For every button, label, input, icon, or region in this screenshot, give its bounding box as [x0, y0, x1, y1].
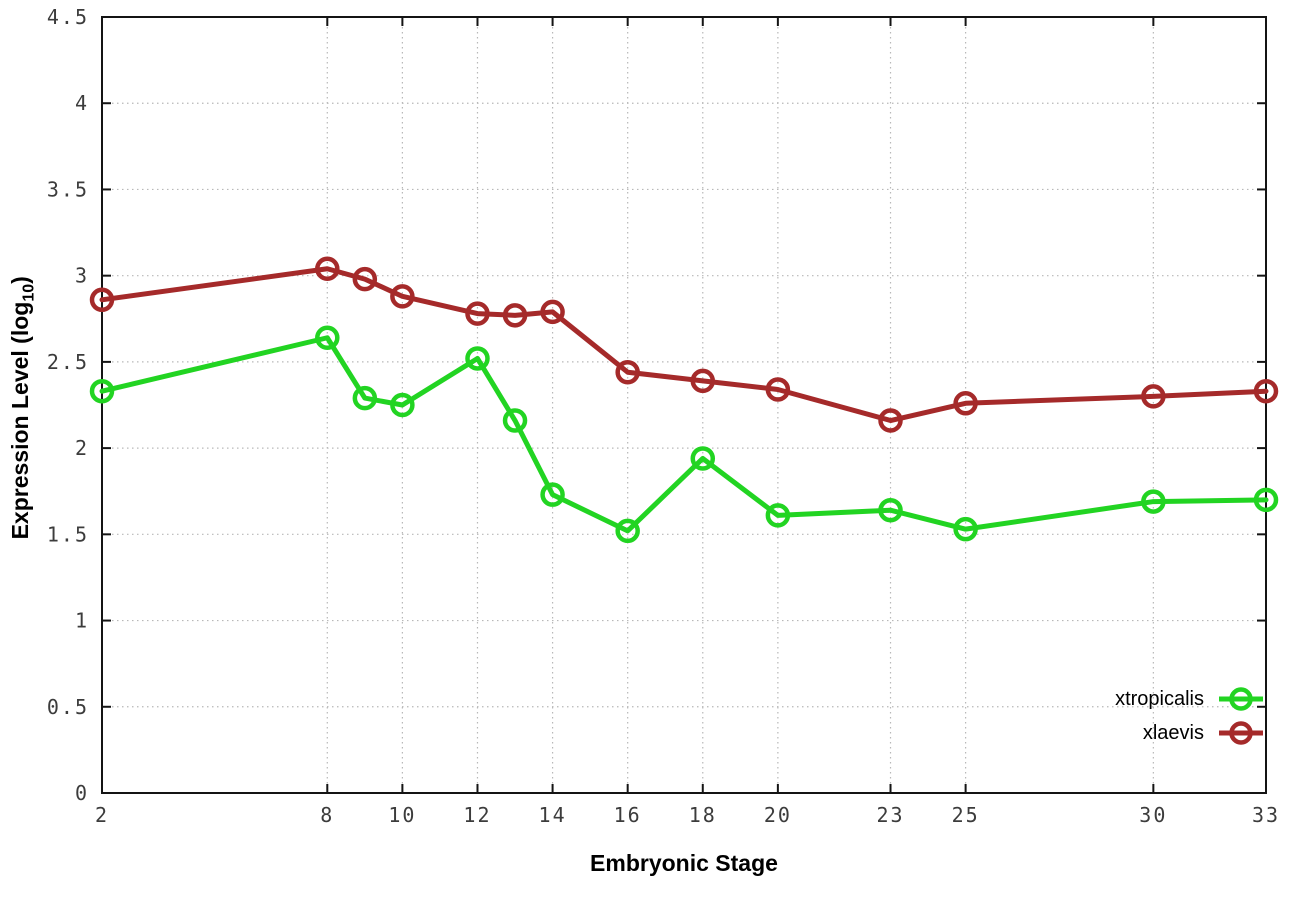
svg-text:33: 33	[1252, 803, 1280, 827]
svg-text:0.5: 0.5	[47, 695, 89, 719]
svg-text:25: 25	[952, 803, 980, 827]
legend-label-xlaevis: xlaevis	[1142, 722, 1204, 744]
svg-text:18: 18	[689, 803, 717, 827]
legend: xtropicalis xlaevis	[1115, 686, 1266, 754]
grid-lines	[102, 17, 1266, 793]
series-xtropicalis	[89, 325, 1279, 544]
y-axis-title-suffix: )	[7, 276, 34, 285]
svg-text:30: 30	[1139, 803, 1167, 827]
plot-border	[101, 16, 1267, 794]
svg-text:14: 14	[539, 803, 567, 827]
svg-text:3: 3	[75, 264, 89, 288]
svg-text:23: 23	[876, 803, 904, 827]
legend-item-xtropicalis: xtropicalis	[1115, 686, 1266, 712]
svg-text:4.5: 4.5	[47, 5, 89, 29]
svg-text:4: 4	[75, 91, 89, 115]
svg-text:20: 20	[764, 803, 792, 827]
y-axis-title-text: Expression Level (log	[7, 301, 34, 540]
legend-marker-xlaevis-icon	[1219, 721, 1263, 745]
svg-text:2: 2	[75, 436, 89, 460]
svg-text:8: 8	[320, 803, 334, 827]
svg-text:3.5: 3.5	[47, 177, 89, 201]
axis-ticks	[101, 16, 1267, 794]
x-axis-title: Embryonic Stage	[590, 850, 778, 876]
x-tick-labels: 2 8 10 12 14 16 18 20 23 25 30 33	[95, 803, 1280, 827]
svg-text:12: 12	[463, 803, 491, 827]
svg-text:1: 1	[75, 609, 89, 633]
series-xlaevis	[89, 256, 1279, 433]
legend-label-xtropicalis: xtropicalis	[1115, 688, 1204, 710]
svg-text:2: 2	[95, 803, 109, 827]
svg-text:1.5: 1.5	[47, 522, 89, 546]
svg-text:0: 0	[75, 781, 89, 805]
legend-item-xlaevis: xlaevis	[1115, 720, 1266, 746]
legend-marker-xtropicalis-icon	[1219, 687, 1263, 711]
svg-text:2.5: 2.5	[47, 350, 89, 374]
y-axis-title-subscript: 10	[20, 284, 38, 302]
svg-text:16: 16	[614, 803, 642, 827]
y-axis-title: Expression Level (log10)	[0, 0, 46, 816]
svg-text:10: 10	[388, 803, 416, 827]
y-tick-labels: 0 0.5 1 1.5 2 2.5 3 3.5 4 4.5	[47, 5, 89, 805]
